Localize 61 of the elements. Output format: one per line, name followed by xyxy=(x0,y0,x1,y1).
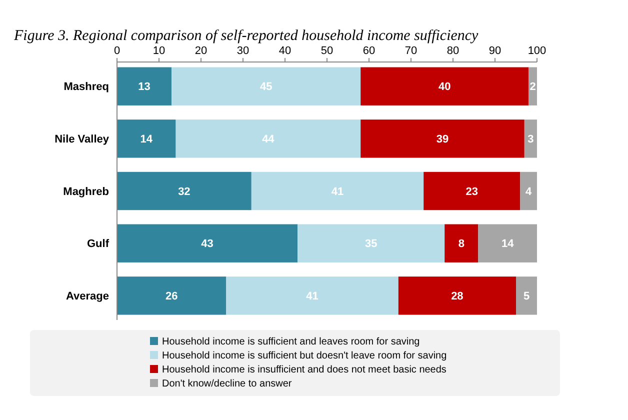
y-tick-label: Average xyxy=(66,290,109,303)
data-label: 26 xyxy=(165,290,178,303)
x-tick-label: 30 xyxy=(236,45,250,57)
bar xyxy=(478,224,537,262)
bar xyxy=(520,172,537,210)
x-tick-label: 50 xyxy=(320,45,334,57)
data-label: 44 xyxy=(262,134,276,146)
chart-title: Figure 3. Regional comparison of self-reported household income sufficiency xyxy=(13,28,479,44)
y-tick-label: Mashreq xyxy=(64,81,109,94)
x-tick-label: 40 xyxy=(278,45,292,57)
legend-label: Household income is sufficient but doesn't leave room for saving xyxy=(162,350,447,362)
data-label: 23 xyxy=(466,186,478,198)
bar xyxy=(226,276,398,315)
data-label: 14 xyxy=(501,238,515,250)
x-tick-label: 70 xyxy=(404,45,418,57)
bar xyxy=(298,224,445,262)
bar xyxy=(516,276,537,315)
legend-label: Don't know/decline to answer xyxy=(162,378,292,390)
x-tick-label: 90 xyxy=(488,45,502,57)
y-tick-label: Gulf xyxy=(87,238,110,250)
bar xyxy=(176,120,361,158)
data-label: 41 xyxy=(331,186,344,198)
bar xyxy=(398,276,516,315)
data-label: 4 xyxy=(526,186,533,198)
bar xyxy=(117,120,176,158)
bar xyxy=(360,67,529,106)
data-label: 13 xyxy=(138,81,150,94)
data-label: 35 xyxy=(364,238,378,250)
bar xyxy=(360,120,524,158)
data-label: 2 xyxy=(530,81,536,94)
y-tick-label: Maghreb xyxy=(63,186,110,198)
legend-label: Household income is sufficient and leaves room for saving xyxy=(162,336,420,348)
y-tick-label: Nile Valley xyxy=(54,134,110,146)
bar xyxy=(117,67,172,106)
data-label: 40 xyxy=(438,81,451,94)
bar xyxy=(524,120,537,158)
x-tick-label: 100 xyxy=(528,45,546,57)
bar xyxy=(444,224,478,262)
data-label: 43 xyxy=(201,238,214,250)
bar xyxy=(424,172,520,210)
data-label: 32 xyxy=(178,186,190,198)
x-tick-label: 10 xyxy=(152,45,166,57)
bar xyxy=(172,67,361,106)
data-label: 45 xyxy=(260,81,272,94)
bar xyxy=(117,276,226,315)
x-tick-label: 60 xyxy=(362,45,376,57)
data-label: 14 xyxy=(140,134,154,146)
x-tick-label: 0 xyxy=(114,45,120,57)
x-tick-label: 80 xyxy=(446,45,460,57)
data-label: 39 xyxy=(436,134,449,146)
legend-label: Household income is insufficient and does not meet basic needs xyxy=(162,364,446,376)
bar xyxy=(251,172,424,210)
bar xyxy=(117,172,252,210)
data-label: 5 xyxy=(523,290,530,303)
x-tick-label: 20 xyxy=(194,45,208,57)
data-label: 3 xyxy=(528,134,534,146)
data-label: 8 xyxy=(458,238,464,250)
bar xyxy=(528,67,537,106)
data-label: 28 xyxy=(451,290,464,303)
bar xyxy=(117,224,298,262)
data-label: 41 xyxy=(306,290,318,303)
